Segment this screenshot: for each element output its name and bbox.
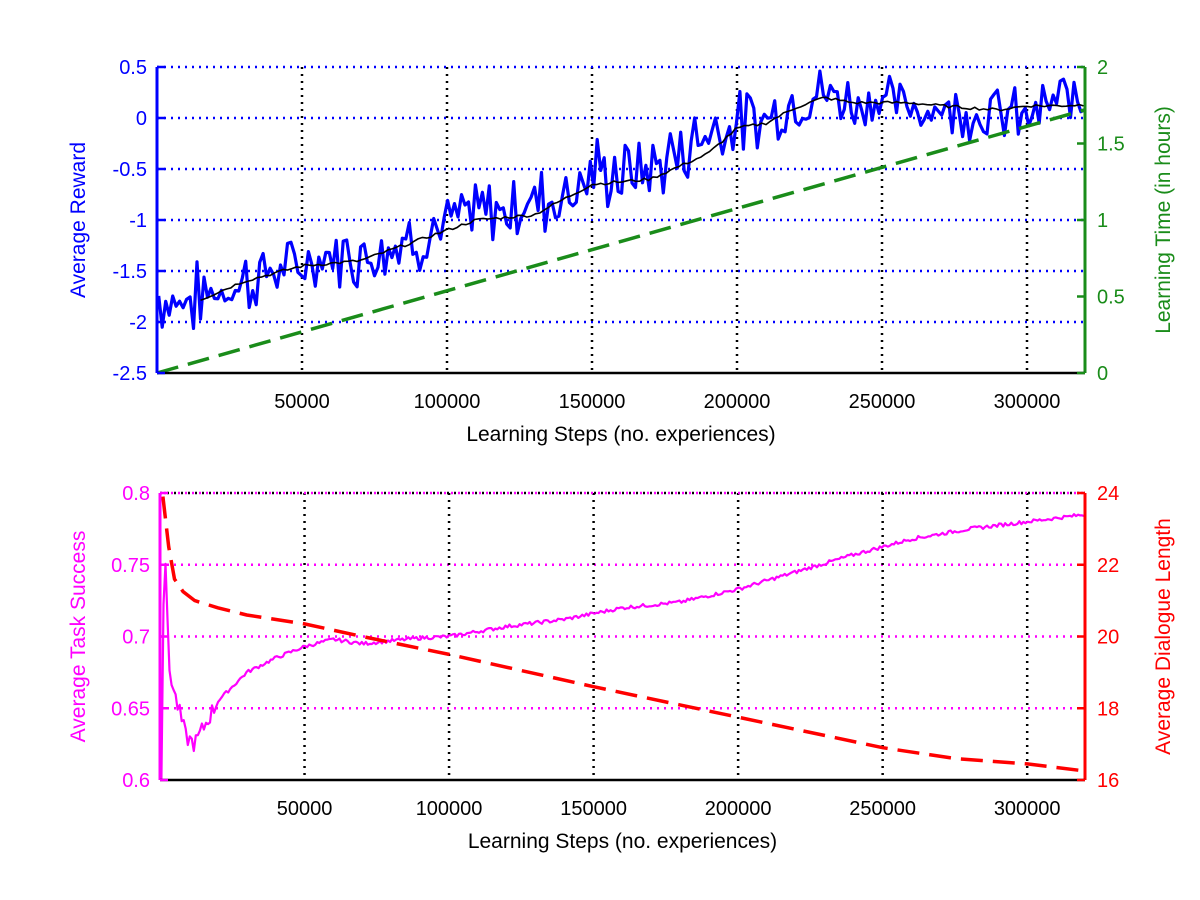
chart-panel-2: 0.6 0.65 0.7 0.75 0.8 16 18 20 22 24 50000 100000 15… [67,483,1175,853]
x-tick-label: 150000 [560,798,627,820]
x-tick-label: 50000 [274,391,330,413]
y-tick-label-right: 22 [1097,555,1119,577]
y-axis-title-left: Average Task Success [67,531,90,743]
y-tick-label-left: -1.5 [113,261,147,283]
y-tick-label-left: 0.65 [111,698,150,720]
x-tick-label: 100000 [414,391,481,413]
x-tick-label: 150000 [559,391,626,413]
y-tick-label-left: 0.5 [119,57,147,79]
y-tick-label-left: 0.8 [122,483,150,505]
x-axis-title: Learning Steps (no. experiences) [468,830,777,853]
y-tick-label-right: 0 [1097,363,1108,385]
series-task-success [160,513,1085,781]
y-tick-label-left: 0 [136,108,147,130]
y-tick-label-right: 1 [1097,210,1108,232]
y-tick-label-right: 16 [1097,770,1119,792]
y-tick-label-right: 1.5 [1097,134,1125,156]
y-tick-label-left: -0.5 [113,159,147,181]
y-axis-title-right: Average Dialogue Length [1152,518,1175,755]
y-tick-label-right: 0.5 [1097,287,1125,309]
series-learning-time [156,108,1086,375]
x-tick-label: 100000 [416,798,483,820]
y-axis-title-left: Average Reward [67,142,90,298]
y-tick-label-right: 20 [1097,627,1119,649]
series-smoothed-reward [200,96,1084,302]
y-tick-label-left: 0.75 [111,555,150,577]
x-tick-label: 200000 [704,391,771,413]
y-tick-label-left: -2.5 [113,363,147,385]
y-tick-label-left: -1 [129,210,147,232]
series-dialogue-length [161,496,1086,773]
y-tick-label-left: 0.7 [122,627,150,649]
x-tick-label: 300000 [994,798,1061,820]
y-tick-label-left: -2 [129,312,147,334]
y-tick-label-right: 18 [1097,698,1119,720]
x-tick-label: 300000 [994,391,1061,413]
x-tick-label: 250000 [849,391,916,413]
x-tick-label: 250000 [849,798,916,820]
y-tick-label-left: 0.6 [122,770,150,792]
y-tick-label-right: 2 [1097,57,1108,79]
y-tick-label-right: 24 [1097,483,1119,505]
x-tick-label: 50000 [277,798,333,820]
y-axis-title-right: Learning Time (in hours) [1152,106,1175,334]
x-axis-title: Learning Steps (no. experiences) [466,423,775,446]
series-reward-band [157,69,1086,330]
x-tick-label: 200000 [705,798,772,820]
